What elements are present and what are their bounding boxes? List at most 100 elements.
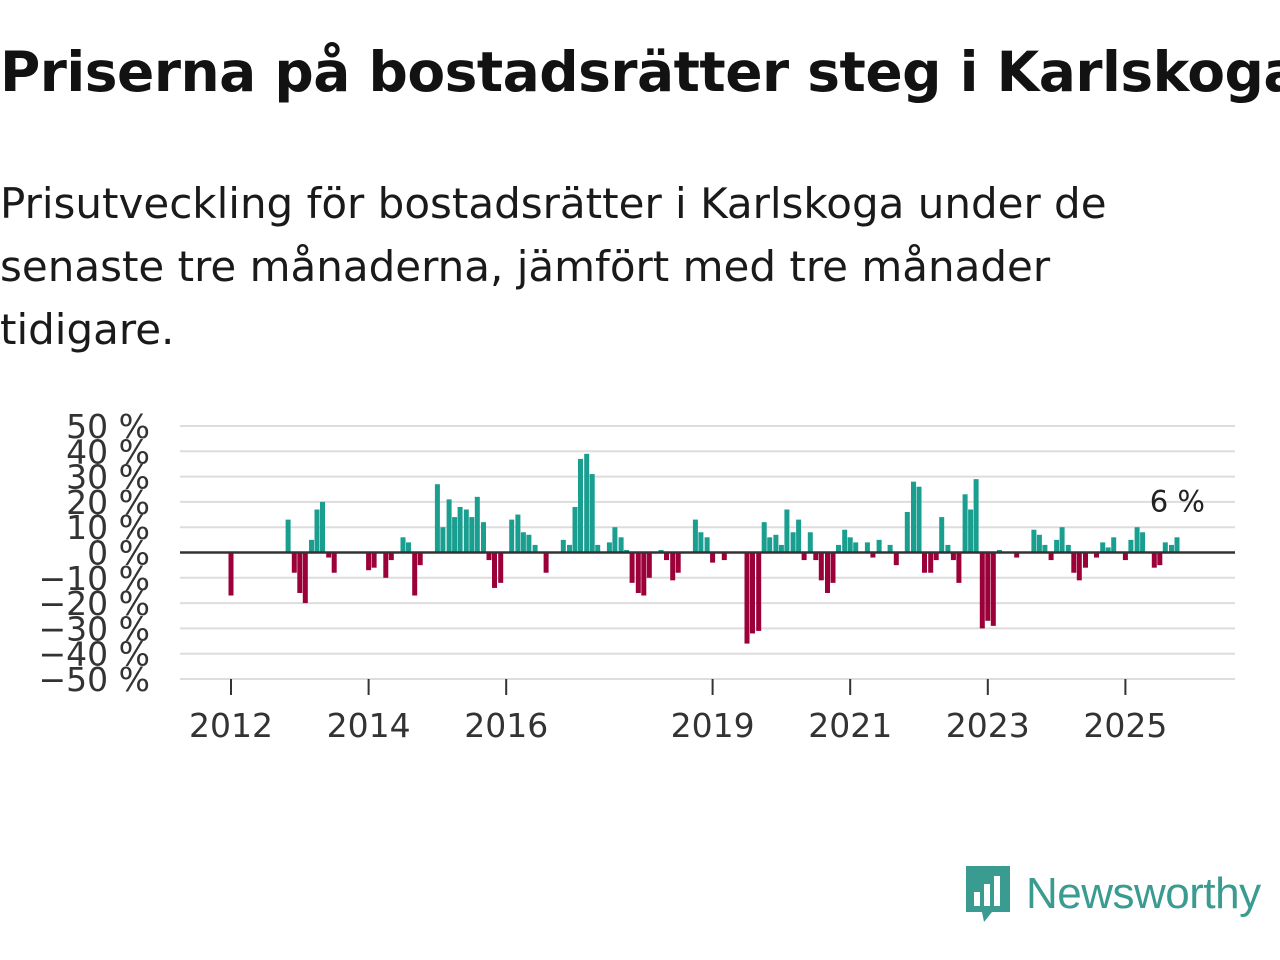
- bar-negative: [893, 552, 899, 566]
- bar-positive: [400, 537, 406, 553]
- bar-positive: [876, 539, 882, 553]
- bar-positive: [612, 527, 618, 553]
- bar-positive: [285, 519, 291, 553]
- bar-positive: [761, 522, 767, 553]
- bar-positive: [480, 522, 486, 553]
- bar-positive: [784, 509, 790, 553]
- bar-positive: [406, 542, 412, 553]
- bar-negative: [543, 552, 549, 573]
- bar-positive: [847, 537, 853, 553]
- bar-positive: [773, 534, 779, 553]
- bar-negative: [1094, 552, 1100, 558]
- bar-negative: [985, 552, 991, 621]
- bar-negative: [1014, 552, 1020, 558]
- bar-negative: [331, 552, 337, 573]
- bar-positive: [1031, 529, 1037, 553]
- bar-positive: [606, 542, 612, 553]
- bar-negative: [498, 552, 504, 583]
- bar-positive: [434, 484, 440, 553]
- bar-positive: [1134, 527, 1140, 553]
- bar-positive: [853, 542, 859, 553]
- bar-negative: [922, 552, 928, 573]
- bar-negative: [928, 552, 934, 573]
- bar-positive: [566, 544, 572, 553]
- x-tick-label: 2014: [327, 706, 411, 745]
- y-tick-label: −20 %: [39, 584, 151, 623]
- bar-positive: [624, 549, 630, 553]
- bar-negative: [388, 552, 394, 561]
- bar-negative: [956, 552, 962, 583]
- bar-negative: [417, 552, 423, 566]
- chart-title: Priserna på bostadsrätter steg i Karlsko…: [0, 40, 1280, 104]
- bar-positive: [836, 544, 842, 553]
- bar-positive: [973, 479, 979, 553]
- bar-positive: [446, 499, 452, 553]
- bar-positive: [578, 458, 584, 553]
- bar-negative: [646, 552, 652, 578]
- bar-positive: [1111, 537, 1117, 553]
- bar-positive: [910, 481, 916, 553]
- bar-negative: [1122, 552, 1128, 561]
- bar-positive: [887, 544, 893, 553]
- bar-positive: [572, 506, 578, 553]
- x-tick-label: 2021: [808, 706, 892, 745]
- bar-positive: [526, 534, 532, 553]
- bar-positive: [1105, 547, 1111, 553]
- bar-positive: [1054, 539, 1060, 553]
- bar-negative: [710, 552, 716, 563]
- bar-negative: [824, 552, 830, 593]
- x-tick-label: 2023: [946, 706, 1030, 745]
- bar-negative: [990, 552, 996, 626]
- y-tick-label: −50 %: [39, 660, 151, 699]
- bar-positive: [796, 519, 802, 553]
- bar-negative: [1157, 552, 1163, 566]
- bar-negative: [486, 552, 492, 561]
- bar-negative: [1071, 552, 1077, 573]
- bar-positive: [1140, 532, 1146, 553]
- bar-positive: [515, 514, 521, 553]
- y-tick-label: 20 %: [66, 483, 150, 522]
- bar-positive: [864, 542, 870, 553]
- bar-negative: [492, 552, 498, 588]
- bar-positive: [767, 537, 773, 553]
- bar-negative: [818, 552, 824, 581]
- bar-positive: [939, 517, 945, 553]
- bar-negative: [664, 552, 670, 561]
- bar-chart: 50 %40 %30 %20 %10 %0 %−10 %−20 %−30 %−4…: [39, 407, 1235, 745]
- bar-negative: [1076, 552, 1082, 581]
- bar-negative: [750, 552, 756, 634]
- x-tick-label: 2019: [671, 706, 755, 745]
- bar-negative: [675, 552, 681, 573]
- newsworthy-logo[interactable]: Newsworthy: [962, 862, 1261, 926]
- y-tick-label: 30 %: [66, 458, 150, 497]
- bar-negative: [291, 552, 297, 573]
- y-tick-label: −40 %: [39, 635, 151, 674]
- bar-negative: [870, 552, 876, 558]
- bar-positive: [584, 453, 590, 553]
- bar-negative: [302, 552, 308, 604]
- y-tick-label: 10 %: [66, 508, 150, 547]
- bar-negative: [670, 552, 676, 581]
- bar-positive: [968, 509, 974, 553]
- bar-negative: [228, 552, 234, 596]
- bar-positive: [589, 474, 595, 553]
- bar-positive: [904, 512, 910, 553]
- bar-positive: [474, 496, 480, 553]
- bar-positive: [1174, 537, 1180, 553]
- last-value-label: 6 %: [1150, 484, 1205, 518]
- bar-positive: [440, 527, 446, 553]
- newsworthy-logo-icon: [966, 866, 1010, 922]
- bar-positive: [595, 544, 601, 553]
- bar-negative: [979, 552, 985, 629]
- bar-positive: [560, 539, 566, 553]
- x-tick-label: 2025: [1083, 706, 1167, 745]
- bar-negative: [326, 552, 332, 558]
- bar-positive: [1128, 539, 1134, 553]
- bar-negative: [629, 552, 635, 583]
- bar-positive: [692, 519, 698, 553]
- bar-positive: [916, 486, 922, 553]
- bar-negative: [1151, 552, 1157, 568]
- y-tick-label: 0 %: [87, 534, 150, 573]
- bar-negative: [933, 552, 939, 561]
- bar-positive: [532, 544, 538, 553]
